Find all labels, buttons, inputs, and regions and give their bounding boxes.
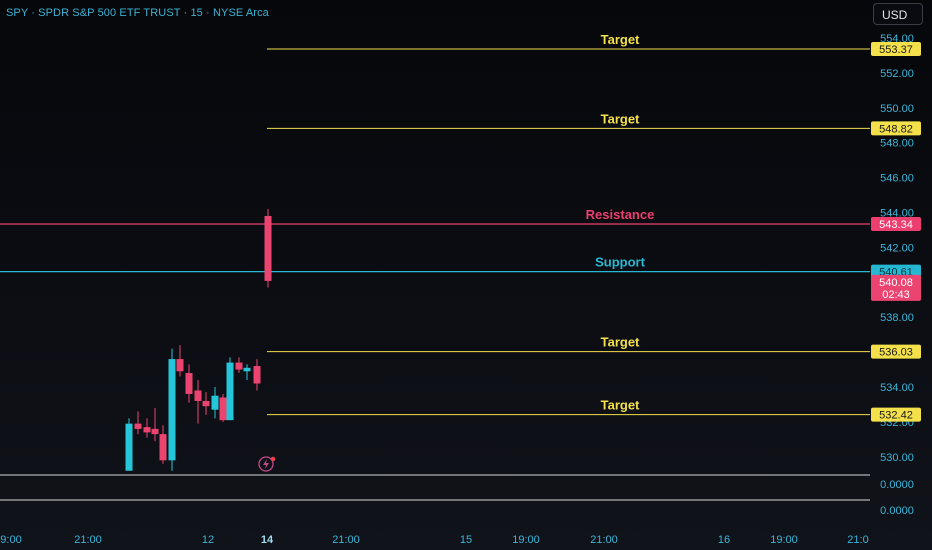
candle-body <box>219 397 227 421</box>
event-marker-icon <box>258 456 276 472</box>
level-price-tag <box>871 217 921 232</box>
candle-body <box>159 434 167 461</box>
level-label: Support <box>595 255 645 270</box>
volume-tick-label: 0.0000 <box>880 479 914 491</box>
candle-body <box>264 215 272 281</box>
time-tick-label: 9:00 <box>0 534 21 546</box>
level-label: Target <box>601 398 640 413</box>
time-tick-label: 21:00 <box>74 534 102 546</box>
level-price-tag <box>871 344 921 359</box>
candle-body <box>243 367 251 372</box>
level-price-value: 543.34 <box>879 219 913 231</box>
candle-body <box>134 423 142 429</box>
price-tick-label: 538.00 <box>880 312 914 324</box>
candle-body <box>151 428 159 435</box>
level-label: Target <box>601 111 640 126</box>
level-label: Resistance <box>586 207 655 222</box>
candle-body <box>235 362 243 370</box>
last-price-tag <box>871 274 921 301</box>
symbol-info: SPY · SPDR S&P 500 ETF TRUST · 15 · NYSE… <box>6 7 269 19</box>
price-tick-label: 548.00 <box>880 138 914 150</box>
candle-body <box>185 373 193 394</box>
time-tick-label: 19:00 <box>512 534 540 546</box>
price-tick-label: 544.00 <box>880 208 914 220</box>
time-tick-label: 21:0 <box>847 534 868 546</box>
level-price-value: 532.42 <box>879 410 913 422</box>
level-price-tag <box>871 41 921 56</box>
level-price-value: 536.03 <box>879 347 913 359</box>
level-price-value: 548.82 <box>879 123 913 135</box>
candle-body <box>143 427 151 433</box>
candle-body <box>202 400 210 407</box>
level-price-tag <box>871 121 921 136</box>
volume-tick-label: 0.0000 <box>880 505 914 517</box>
time-tick-label: 19:00 <box>770 534 798 546</box>
level-label: Target <box>601 32 640 47</box>
time-tick-label: 14 <box>261 534 274 546</box>
time-tick-label: 21:00 <box>332 534 360 546</box>
level-label: Target <box>601 335 640 350</box>
price-tick-label: 550.00 <box>880 103 914 115</box>
candle-body <box>194 390 202 401</box>
price-tick-label: 530.00 <box>880 452 914 464</box>
time-tick-label: 12 <box>202 534 214 546</box>
time-tick-label: 21:00 <box>590 534 618 546</box>
price-tick-label: 552.00 <box>880 68 914 80</box>
candle-body <box>125 423 133 471</box>
last-price-value: 540.08 <box>879 277 913 289</box>
price-tick-label: 546.00 <box>880 173 914 185</box>
level-price-tag <box>871 407 921 422</box>
price-tick-label: 542.00 <box>880 242 914 254</box>
price-tick-label: 534.00 <box>880 382 914 394</box>
candle-body <box>168 359 176 461</box>
candle-body <box>176 359 184 372</box>
candle-body <box>226 362 234 421</box>
time-tick-label: 16 <box>718 534 730 546</box>
bar-countdown: 02:43 <box>882 289 910 301</box>
candle-body <box>253 366 261 384</box>
currency-button[interactable]: USD <box>873 3 923 25</box>
time-tick-label: 15 <box>460 534 472 546</box>
level-price-value: 553.37 <box>879 44 913 56</box>
candle-body <box>211 395 219 410</box>
